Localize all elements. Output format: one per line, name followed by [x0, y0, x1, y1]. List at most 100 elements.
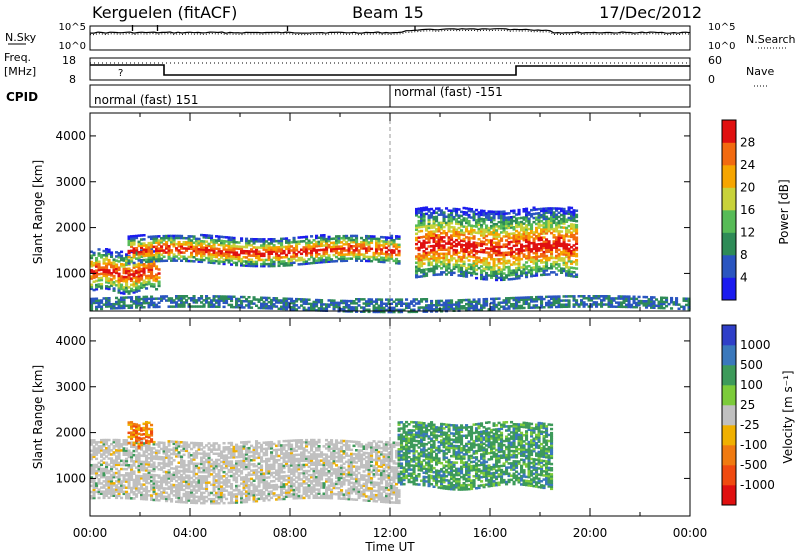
echo-cell: [510, 255, 514, 258]
echo-cell: [275, 299, 279, 302]
echo-cell: [377, 239, 381, 243]
echo-cell: [130, 457, 134, 461]
echo-cell: [452, 228, 456, 231]
echo-cell: [197, 477, 201, 480]
echo-cell: [567, 257, 571, 261]
echo-cell: [502, 212, 506, 215]
echo-cell: [172, 236, 176, 240]
echo-cell: [97, 305, 101, 309]
echo-cell: [520, 237, 524, 240]
echo-cell: [100, 471, 104, 475]
echo-cell: [117, 300, 121, 304]
echo-cell: [480, 259, 484, 262]
echo-cell: [142, 297, 146, 301]
echo-cell: [170, 251, 174, 254]
echo-cell: [465, 211, 469, 214]
echo-cell: [192, 481, 196, 484]
echo-cell: [477, 238, 481, 241]
echo-cell: [90, 449, 94, 452]
echo-cell: [127, 271, 131, 275]
echo-cell: [267, 307, 271, 310]
echo-cell: [227, 236, 231, 239]
echo-cell: [427, 234, 431, 238]
echo-cell: [432, 253, 436, 256]
echo-cell: [200, 493, 204, 497]
echo-cell: [542, 207, 546, 210]
echo-cell: [327, 260, 331, 263]
echo-cell: [387, 240, 391, 244]
echo-cell: [177, 455, 181, 458]
echo-cell: [387, 306, 391, 310]
echo-cell: [212, 247, 216, 250]
echo-cell: [567, 260, 571, 263]
echo-cell: [520, 233, 524, 236]
echo-cell: [435, 240, 439, 243]
echo-cell: [195, 249, 199, 253]
echo-cell: [102, 262, 106, 265]
echo-cell: [295, 297, 299, 301]
echo-cell: [207, 475, 211, 478]
echo-cell: [192, 445, 196, 449]
echo-cell: [207, 448, 211, 451]
echo-cell: [272, 260, 276, 264]
echo-cell: [105, 276, 109, 280]
echo-cell: [147, 301, 151, 305]
echo-cell: [205, 499, 209, 503]
echo-cell: [227, 295, 231, 298]
echo-cell: [480, 234, 484, 237]
echo-cell: [212, 469, 216, 472]
echo-cell: [112, 484, 116, 487]
echo-cell: [160, 480, 164, 484]
echo-cell: [182, 241, 186, 244]
echo-cell: [532, 304, 536, 307]
echo-cell: [415, 228, 419, 231]
echo-cell: [122, 443, 126, 446]
echo-cell: [160, 468, 164, 471]
echo-cell: [510, 303, 514, 306]
echo-cell: [180, 247, 184, 250]
echo-cell: [527, 256, 531, 260]
echo-cell: [557, 234, 561, 237]
echo-cell: [450, 244, 454, 248]
echo-cell: [187, 495, 191, 498]
echo-cell: [167, 495, 171, 499]
echo-cell: [147, 250, 151, 253]
echo-cell: [195, 254, 199, 257]
echo-cell: [130, 472, 134, 475]
echo-cell: [492, 227, 496, 230]
echo-cell: [390, 242, 394, 246]
nave-tick-bottom: 0: [708, 73, 715, 86]
echo-cell: [220, 489, 224, 492]
echo-cell: [605, 295, 609, 298]
echo-cell: [195, 247, 199, 251]
echo-cell: [550, 213, 554, 216]
echo-cell: [545, 242, 549, 245]
echo-cell: [167, 497, 171, 501]
echo-cell: [335, 303, 339, 307]
echo-cell: [392, 259, 396, 263]
echo-cell: [377, 304, 381, 307]
echo-cell: [135, 456, 139, 459]
echo-cell: [102, 461, 106, 464]
echo-cell: [385, 242, 389, 245]
echo-cell: [310, 261, 314, 265]
echo-cell: [185, 499, 189, 502]
echo-cell: [502, 214, 506, 218]
echo-cell: [222, 244, 226, 247]
echo-cell: [222, 489, 226, 492]
echo-cell: [202, 477, 206, 480]
echo-cell: [357, 253, 361, 256]
echo-cell: [127, 269, 131, 273]
echo-cell: [482, 259, 486, 262]
echo-cell: [285, 305, 289, 309]
echo-cell: [625, 305, 629, 309]
echo-cell: [495, 249, 499, 253]
echo-cell: [292, 240, 296, 244]
echo-cell: [310, 255, 314, 259]
echo-cell: [557, 244, 561, 247]
echo-cell: [155, 257, 159, 261]
echo-cell: [320, 254, 324, 258]
echo-cell: [142, 460, 146, 464]
echo-cell: [177, 475, 181, 479]
echo-cell: [500, 237, 504, 240]
